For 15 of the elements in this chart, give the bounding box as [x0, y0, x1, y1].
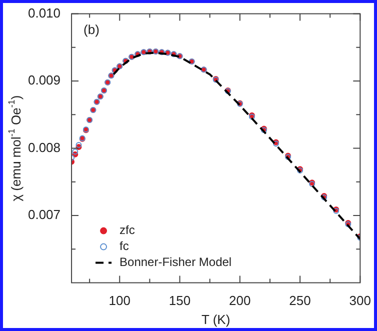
legend-label: Bonner-Fisher Model	[120, 255, 232, 270]
y-axis-title: χ (emu mol-1 Oe-1)	[6, 95, 24, 202]
x-tick-label: 200	[229, 293, 251, 308]
y-tick-label: 0.010	[28, 5, 61, 20]
y-tick-label: 0.008	[28, 140, 61, 155]
x-tick-label: 150	[168, 293, 191, 308]
annotation: (b)	[84, 22, 100, 37]
x-tick-label: 300	[349, 293, 372, 308]
x-tick-label: 250	[289, 293, 311, 308]
legend-label: zfc	[120, 223, 135, 238]
legend-label: fc	[120, 239, 129, 254]
y-tick-label: 0.009	[28, 72, 61, 88]
y-tick-label: 0.007	[28, 207, 61, 222]
x-tick-label: 100	[108, 293, 130, 308]
x-axis-title: T (K)	[202, 312, 230, 327]
